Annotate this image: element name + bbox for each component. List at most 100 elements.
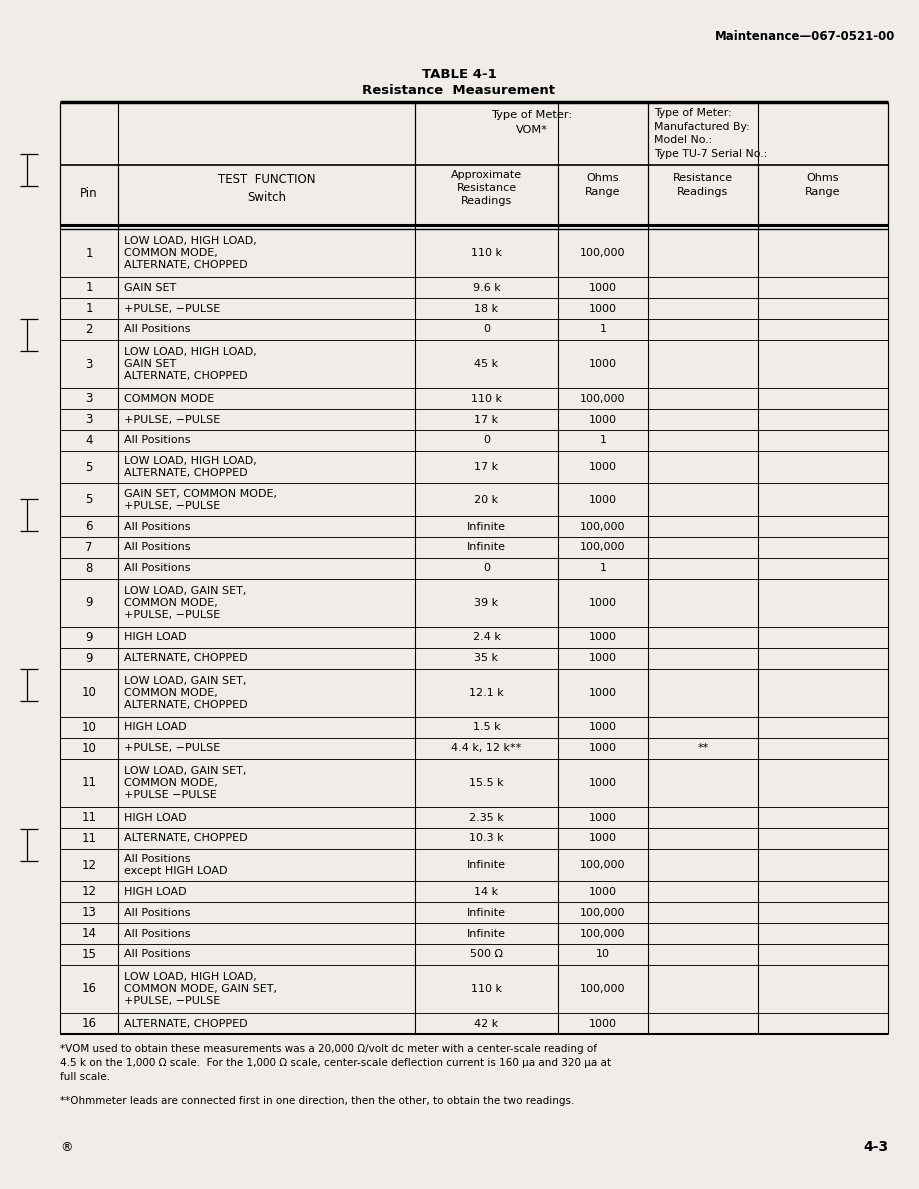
Text: 9: 9 — [85, 631, 93, 644]
Text: LOW LOAD, HIGH LOAD,
GAIN SET
ALTERNATE, CHOPPED: LOW LOAD, HIGH LOAD, GAIN SET ALTERNATE,… — [124, 347, 256, 382]
Text: 4.4 k, 12 k**: 4.4 k, 12 k** — [451, 743, 522, 754]
Text: Infinite: Infinite — [467, 929, 506, 938]
Text: LOW LOAD, GAIN SET,
COMMON MODE,
ALTERNATE, CHOPPED: LOW LOAD, GAIN SET, COMMON MODE, ALTERNA… — [124, 675, 247, 710]
Text: Ohms
Range: Ohms Range — [805, 174, 841, 197]
Text: 100,000: 100,000 — [580, 249, 626, 258]
Text: 100,000: 100,000 — [580, 394, 626, 404]
Text: 1000: 1000 — [589, 598, 617, 608]
Text: LOW LOAD, HIGH LOAD,
COMMON MODE,
ALTERNATE, CHOPPED: LOW LOAD, HIGH LOAD, COMMON MODE, ALTERN… — [124, 235, 256, 270]
Text: 10: 10 — [596, 949, 610, 960]
Text: 100,000: 100,000 — [580, 907, 626, 918]
Text: 11: 11 — [82, 832, 96, 845]
Text: 0: 0 — [483, 325, 490, 334]
Text: LOW LOAD, HIGH LOAD,
COMMON MODE, GAIN SET,
+PULSE, −PULSE: LOW LOAD, HIGH LOAD, COMMON MODE, GAIN S… — [124, 971, 277, 1006]
Text: 45 k: 45 k — [474, 359, 499, 369]
Text: 17 k: 17 k — [474, 415, 499, 424]
Text: HIGH LOAD: HIGH LOAD — [124, 812, 187, 823]
Text: Infinite: Infinite — [467, 907, 506, 918]
Text: 1: 1 — [599, 564, 607, 573]
Text: 0: 0 — [483, 564, 490, 573]
Text: 9: 9 — [85, 597, 93, 609]
Text: 10: 10 — [82, 721, 96, 734]
Text: 2.4 k: 2.4 k — [472, 633, 501, 642]
Text: 10: 10 — [82, 742, 96, 755]
Text: 1000: 1000 — [589, 415, 617, 424]
Text: 16: 16 — [82, 1017, 96, 1030]
Text: 1000: 1000 — [589, 778, 617, 788]
Text: Type of Meter:
Manufactured By:
Model No.:
Type TU-7 Serial No.:: Type of Meter: Manufactured By: Model No… — [654, 108, 767, 159]
Text: 39 k: 39 k — [474, 598, 499, 608]
Text: 3: 3 — [85, 413, 93, 426]
Text: Maintenance—067-0521-00: Maintenance—067-0521-00 — [715, 30, 895, 43]
Text: 11: 11 — [82, 811, 96, 824]
Text: 11: 11 — [82, 776, 96, 789]
Text: 20 k: 20 k — [474, 495, 499, 505]
Text: 1000: 1000 — [589, 743, 617, 754]
Text: 7: 7 — [85, 541, 93, 554]
Text: 10.3 k: 10.3 k — [470, 833, 504, 843]
Text: ALTERNATE, CHOPPED: ALTERNATE, CHOPPED — [124, 1019, 247, 1028]
Text: 100,000: 100,000 — [580, 522, 626, 531]
Text: TEST  FUNCTION
Switch: TEST FUNCTION Switch — [218, 174, 315, 205]
Text: 1: 1 — [599, 325, 607, 334]
Text: 8: 8 — [85, 561, 93, 574]
Text: 17 k: 17 k — [474, 463, 499, 472]
Text: 110 k: 110 k — [471, 394, 502, 404]
Text: 15: 15 — [82, 948, 96, 961]
Text: TABLE 4-1: TABLE 4-1 — [422, 68, 496, 81]
Text: COMMON MODE: COMMON MODE — [124, 394, 214, 404]
Text: 4-3: 4-3 — [863, 1140, 888, 1155]
Text: ®: ® — [60, 1141, 73, 1155]
Text: All Positions: All Positions — [124, 564, 190, 573]
Text: Pin: Pin — [80, 187, 97, 200]
Text: 16: 16 — [82, 982, 96, 995]
Text: 12: 12 — [82, 858, 96, 872]
Text: 1.5 k: 1.5 k — [472, 723, 500, 732]
Text: Type of Meter:
VOM*: Type of Meter: VOM* — [491, 111, 573, 134]
Text: 100,000: 100,000 — [580, 984, 626, 994]
Text: *VOM used to obtain these measurements was a 20,000 Ω/volt dc meter with a cente: *VOM used to obtain these measurements w… — [60, 1044, 611, 1082]
Text: 1000: 1000 — [589, 723, 617, 732]
Text: GAIN SET, COMMON MODE,
+PULSE, −PULSE: GAIN SET, COMMON MODE, +PULSE, −PULSE — [124, 489, 277, 511]
Text: All Positions
except HIGH LOAD: All Positions except HIGH LOAD — [124, 854, 228, 876]
Text: 1: 1 — [85, 282, 93, 295]
Text: 35 k: 35 k — [474, 653, 498, 663]
Text: 500 Ω: 500 Ω — [470, 949, 503, 960]
Text: 110 k: 110 k — [471, 984, 502, 994]
Text: LOW LOAD, GAIN SET,
COMMON MODE,
+PULSE −PULSE: LOW LOAD, GAIN SET, COMMON MODE, +PULSE … — [124, 766, 246, 800]
Text: 14 k: 14 k — [474, 887, 499, 897]
Text: All Positions: All Positions — [124, 522, 190, 531]
Text: 15.5 k: 15.5 k — [470, 778, 504, 788]
Text: All Positions: All Positions — [124, 542, 190, 553]
Text: 1000: 1000 — [589, 1019, 617, 1028]
Text: 6: 6 — [85, 520, 93, 533]
Text: 4: 4 — [85, 434, 93, 447]
Text: 1000: 1000 — [589, 688, 617, 698]
Text: 5: 5 — [85, 493, 93, 507]
Text: 0: 0 — [483, 435, 490, 446]
Text: All Positions: All Positions — [124, 949, 190, 960]
Text: 18 k: 18 k — [474, 303, 499, 314]
Text: 1000: 1000 — [589, 359, 617, 369]
Text: **: ** — [698, 743, 709, 754]
Text: GAIN SET: GAIN SET — [124, 283, 176, 292]
Text: All Positions: All Positions — [124, 435, 190, 446]
Text: 3: 3 — [85, 358, 93, 371]
Text: Ohms
Range: Ohms Range — [585, 174, 620, 197]
Text: 1000: 1000 — [589, 303, 617, 314]
Text: 42 k: 42 k — [474, 1019, 499, 1028]
Text: 1000: 1000 — [589, 653, 617, 663]
Text: 5: 5 — [85, 460, 93, 473]
Text: 1000: 1000 — [589, 633, 617, 642]
Text: **Ohmmeter leads are connected first in one direction, then the other, to obtain: **Ohmmeter leads are connected first in … — [60, 1096, 574, 1106]
Text: LOW LOAD, GAIN SET,
COMMON MODE,
+PULSE, −PULSE: LOW LOAD, GAIN SET, COMMON MODE, +PULSE,… — [124, 585, 246, 619]
Text: 2: 2 — [85, 323, 93, 336]
Text: Infinite: Infinite — [467, 542, 506, 553]
Text: ALTERNATE, CHOPPED: ALTERNATE, CHOPPED — [124, 653, 247, 663]
Text: 13: 13 — [82, 906, 96, 919]
Text: 3: 3 — [85, 392, 93, 405]
Text: 1: 1 — [85, 302, 93, 315]
Text: All Positions: All Positions — [124, 929, 190, 938]
Text: Resistance
Readings: Resistance Readings — [673, 174, 733, 197]
Text: Infinite: Infinite — [467, 860, 506, 870]
